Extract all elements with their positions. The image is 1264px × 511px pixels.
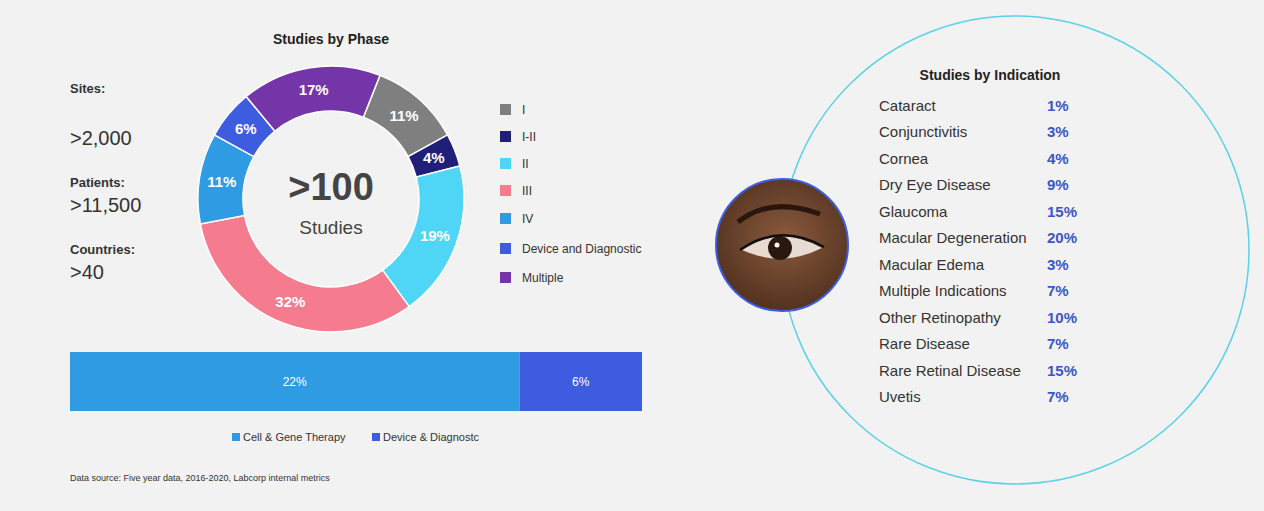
donut-slice — [200, 215, 409, 332]
legend-swatch — [500, 158, 511, 169]
eye-glint — [775, 243, 780, 248]
legend-label: Device and Diagnostic — [522, 242, 641, 256]
center-annotation: Studies — [299, 217, 362, 238]
center-annotation: >100 — [288, 166, 374, 208]
eye-brow — [738, 207, 820, 222]
eye-skin — [710, 175, 860, 315]
table-cell: 15% — [1047, 362, 1077, 379]
infographic: Sites: >2,000 Patients: >11,500 Countries: >4… — [0, 0, 1264, 511]
table-cell: 7% — [1047, 388, 1069, 405]
table-cell: Dry Eye Disease — [879, 176, 991, 193]
data-label: 22% — [283, 375, 307, 389]
legend-swatch — [500, 213, 511, 224]
legend-label: III — [522, 184, 532, 198]
data-label: 11% — [207, 173, 236, 190]
table-cell: 20% — [1047, 229, 1077, 246]
legend-label: I — [522, 103, 525, 117]
data-label: 32% — [275, 293, 305, 310]
eye-iris — [768, 236, 792, 260]
donut-slice — [246, 66, 380, 131]
data-label: 4% — [423, 149, 445, 166]
stat-label: Countries: — [70, 242, 135, 257]
data-label: 17% — [299, 81, 329, 98]
legend-swatch — [372, 433, 380, 441]
background — [0, 0, 1264, 511]
data-label: 11% — [389, 107, 418, 124]
table-cell: 7% — [1047, 335, 1069, 352]
donut-labels: 11% 4% 19% 32% 11% 6% 17% — [207, 81, 450, 310]
table-cell: Uvetis — [879, 388, 921, 405]
source-note: Data source: Five year data, 2016-2020, … — [70, 473, 330, 483]
legend: Cell & Gene Therapy Device & Diagnostc — [232, 431, 479, 443]
legend-label: II — [522, 157, 529, 171]
table-cell: 9% — [1047, 176, 1069, 193]
table-cell: 7% — [1047, 282, 1069, 299]
donut-slice — [383, 166, 464, 307]
table-cell: Glaucoma — [879, 203, 948, 220]
table-cell: Multiple Indications — [879, 282, 1007, 299]
legend-swatch — [500, 104, 511, 115]
table-cell: 15% — [1047, 203, 1077, 220]
table-cell: Other Retinopathy — [879, 309, 1001, 326]
legend-swatch — [500, 243, 511, 254]
legend: II-IIIIIIIIVDevice and DiagnosticMultipl… — [500, 103, 641, 285]
legend-label: Device & Diagnostc — [383, 431, 479, 443]
table-cell: Cornea — [879, 150, 929, 167]
eye-lash — [740, 235, 824, 250]
table-cell: Rare Disease — [879, 335, 970, 352]
table-cell: Conjunctivitis — [879, 123, 967, 140]
bar-segment — [70, 352, 519, 411]
legend-label: Cell & Gene Therapy — [243, 431, 346, 443]
legend-label: I-II — [522, 130, 536, 144]
eye-photo — [710, 175, 860, 315]
table-cell: 3% — [1047, 256, 1069, 273]
stat-label: Sites: — [70, 81, 105, 96]
table-cell: Macular Edema — [879, 256, 985, 273]
data-label: 6% — [235, 120, 257, 137]
stat-value: >11,500 — [70, 194, 141, 216]
bar-segment — [519, 352, 642, 411]
bars — [70, 352, 642, 411]
legend-swatch — [232, 433, 240, 441]
table-cell: Cataract — [879, 97, 937, 114]
table-cell: 4% — [1047, 150, 1069, 167]
bar-labels: 22% 6% — [283, 375, 590, 389]
table-cell: 1% — [1047, 97, 1069, 114]
eye-border — [716, 179, 848, 311]
stat-label: Patients: — [70, 175, 125, 190]
table-title: Studies by Indication — [920, 67, 1061, 83]
legend-label: Multiple — [522, 271, 564, 285]
legend-swatch — [500, 131, 511, 142]
table-cell: Macular Degeneration — [879, 229, 1027, 246]
legend-swatch — [500, 272, 511, 283]
indication-table: Cataract 1% Conjunctivitis 3% Cornea 4% Dry Ey… — [879, 97, 1077, 405]
legend-swatch — [500, 185, 511, 196]
chart-title: Studies by Phase — [273, 31, 389, 47]
legend-label: IV — [522, 212, 533, 226]
table-cell: Rare Retinal Disease — [879, 362, 1021, 379]
data-label: 19% — [420, 227, 450, 244]
table-cell: 3% — [1047, 123, 1069, 140]
data-label: 6% — [572, 375, 590, 389]
table-cell: 10% — [1047, 309, 1077, 326]
stat-value: >2,000 — [70, 127, 132, 149]
stat-value: >40 — [70, 261, 104, 283]
donut — [198, 66, 464, 332]
indication-circle — [781, 16, 1249, 484]
